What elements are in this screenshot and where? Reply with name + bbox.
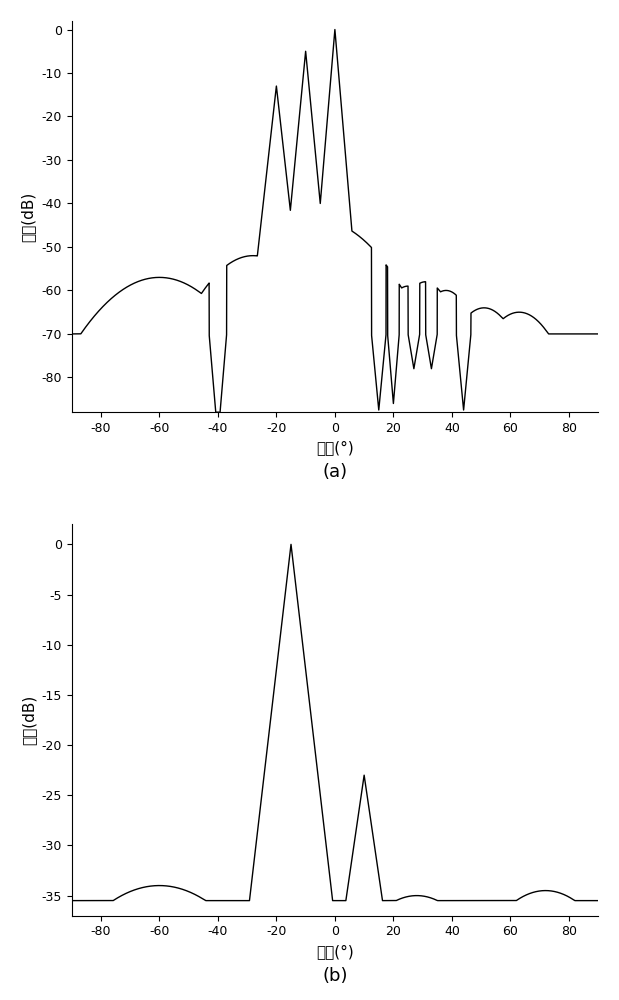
X-axis label: 角度(°): 角度(°) xyxy=(316,944,354,959)
Text: (b): (b) xyxy=(322,967,348,985)
X-axis label: 角度(°): 角度(°) xyxy=(316,440,354,455)
Y-axis label: 功率(dB): 功率(dB) xyxy=(21,695,36,745)
Text: (a): (a) xyxy=(322,463,347,481)
Y-axis label: 功率(dB): 功率(dB) xyxy=(21,191,36,242)
